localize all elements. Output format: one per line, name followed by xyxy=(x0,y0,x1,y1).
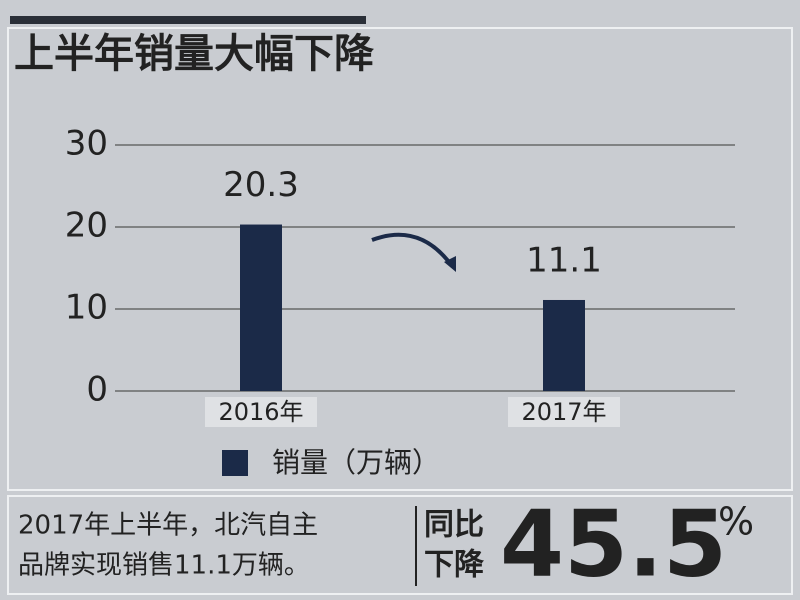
chart-title: 上半年销量大幅下降 xyxy=(14,31,374,77)
arrow-head xyxy=(444,256,456,272)
x-tick-label: 2017年 xyxy=(521,398,606,426)
title-bar xyxy=(10,16,366,24)
y-tick-label: 0 xyxy=(86,370,108,410)
chart-panel xyxy=(7,27,793,491)
y-tick-label: 30 xyxy=(65,124,108,164)
data-label: 20.3 xyxy=(223,165,299,205)
footer-panel xyxy=(7,495,793,595)
x-label-box xyxy=(205,397,317,427)
unit: % xyxy=(718,500,754,544)
big-value: 45.5 xyxy=(500,490,727,597)
legend-swatch xyxy=(222,450,248,476)
legend-label: 销量（万辆） xyxy=(272,446,440,479)
trend-arrow xyxy=(371,232,454,268)
bar xyxy=(543,299,585,391)
y-tick-label: 10 xyxy=(65,288,108,328)
data-label: 11.1 xyxy=(526,240,602,280)
footer-line: 品牌实现销售11.1万辆。 xyxy=(18,551,310,581)
bar xyxy=(240,224,282,391)
footer-line: 2017年上半年，北汽自主 xyxy=(18,511,318,541)
badge-line: 下降 xyxy=(424,548,485,583)
badge-line: 同比 xyxy=(424,508,484,543)
x-label-box xyxy=(508,397,620,427)
x-tick-label: 2016年 xyxy=(218,398,303,426)
y-tick-label: 20 xyxy=(65,206,108,246)
